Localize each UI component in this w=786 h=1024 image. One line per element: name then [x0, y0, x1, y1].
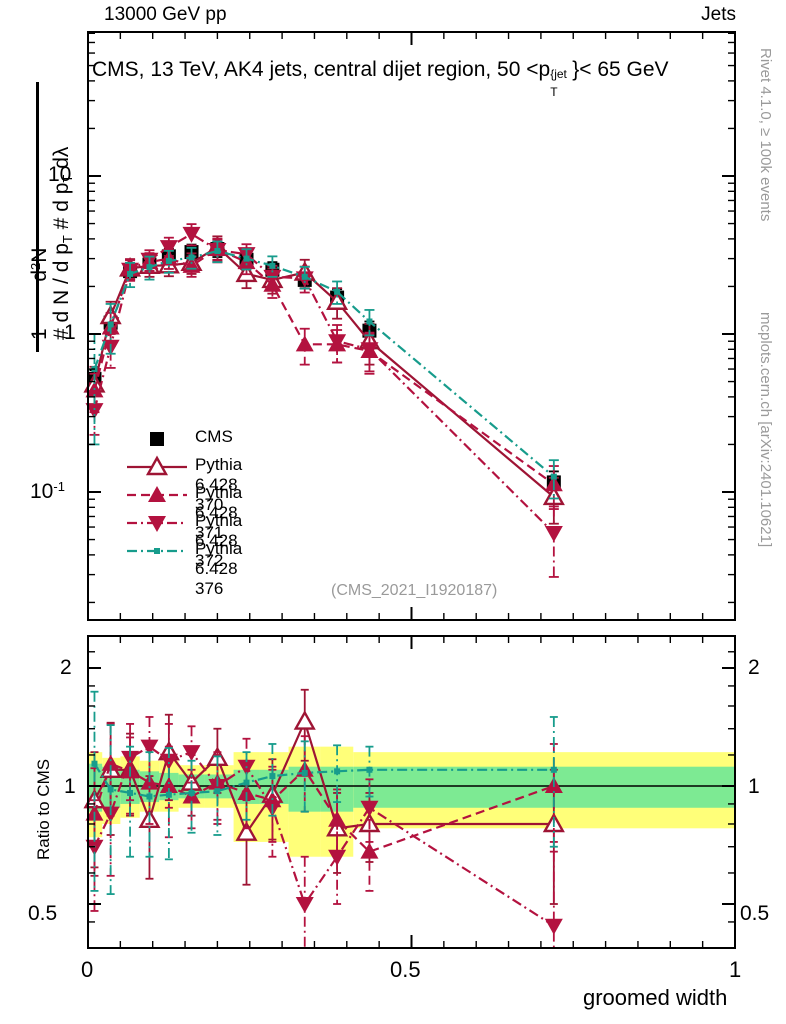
- data-point: [107, 321, 114, 328]
- data-point: [360, 342, 379, 359]
- data-point: [334, 288, 341, 295]
- plot-title-tail: }< 65 GeV: [572, 58, 669, 81]
- ratio-data-point: [366, 766, 373, 773]
- legend-marker-3: [148, 516, 166, 532]
- ratio-data-point: [159, 753, 178, 770]
- analysis-id-watermark: (CMS_2021_I1920187): [331, 582, 498, 599]
- ratio-data-point: [243, 779, 250, 786]
- x-tick-label-0p5: 0.5: [390, 957, 421, 982]
- data-point: [301, 273, 308, 280]
- series-line: [93, 247, 555, 486]
- ratio-data-point: [235, 821, 258, 841]
- ratio-tick-label-2-right: 2: [748, 656, 760, 679]
- plot-title-sup: {jet: [550, 67, 567, 81]
- y-tick-label-1: 1: [64, 321, 76, 344]
- plot-title: CMS, 13 TeV, AK4 jets, central dijet reg…: [92, 58, 669, 99]
- ratio-series-pythia-6-428-376: [90, 690, 558, 895]
- ratio-tick-label-2-left: 2: [60, 656, 72, 679]
- ratio-data-point: [301, 769, 308, 776]
- data-point: [366, 318, 373, 325]
- legend-label-0: CMS: [195, 427, 233, 446]
- legend-label-1: Pythia 6.428 370: [195, 455, 243, 514]
- ratio-tick-label-1-right: 1: [748, 775, 760, 798]
- header-right: Jets: [701, 4, 736, 25]
- y-axis-label-main: # d N / d pT # d pT dλ 1 d2N: [6, 40, 75, 370]
- ratio-data-point: [334, 768, 341, 775]
- ratio-data-point: [107, 786, 114, 793]
- ratio-data-point: [140, 739, 159, 756]
- y-label-fraction-bar: [36, 82, 39, 352]
- legend-marker-1: [145, 455, 169, 476]
- legend-marker-2: [148, 486, 166, 502]
- ratio-data-point: [293, 710, 316, 730]
- ratio-data-point: [101, 754, 120, 771]
- ratio-tick-label-0p5-right: 0.5: [740, 902, 770, 925]
- ratio-data-point: [214, 788, 221, 795]
- ratio-data-point: [269, 773, 276, 780]
- ratio-data-point: [360, 842, 379, 859]
- ratio-data-point: [127, 789, 134, 796]
- ratio-data-point: [208, 779, 227, 795]
- y-tick-label-10: 10: [48, 163, 72, 186]
- data-point: [188, 254, 195, 261]
- y-tick-label-0p1-exp: -1: [53, 479, 65, 494]
- ratio-data-point: [91, 760, 98, 767]
- ratio-data-point: [550, 766, 557, 773]
- ratio-data-point: [237, 783, 256, 800]
- data-point: [295, 335, 314, 352]
- header-left: 13000 GeV pp: [104, 4, 227, 25]
- data-point: [544, 526, 563, 543]
- x-axis-label: groomed width: [583, 985, 728, 1010]
- data-point: [328, 334, 347, 351]
- plot-title-sub: T: [550, 85, 558, 99]
- axis-ticks: [87, 32, 736, 948]
- ratio-data-point: [182, 745, 201, 762]
- ratio-data-point: [165, 791, 172, 798]
- ratio-data-point: [295, 897, 314, 914]
- y-tick-label-0p1-base: 10: [30, 480, 54, 503]
- data-point: [85, 403, 104, 420]
- x-tick-label-0: 0: [81, 957, 94, 982]
- ratio-data-point: [146, 793, 153, 800]
- series-pythia-6-428-370: [83, 235, 565, 525]
- y-tick-label-0p1: 10-1: [30, 479, 65, 504]
- ratio-tick-label-0p5-left: 0.5: [28, 902, 58, 925]
- data-point: [146, 264, 153, 271]
- legend-glyphs: [127, 432, 187, 554]
- series-pythia-6-428-376: [89, 240, 559, 500]
- ratio-data-point: [121, 750, 140, 767]
- legend-label-3: Pythia 6.428 372: [195, 511, 243, 570]
- main-panel-frame: [87, 31, 736, 621]
- series-line: [93, 232, 555, 534]
- ratio-data-point: [360, 800, 379, 817]
- data-point: [165, 257, 172, 264]
- band-green-12: [411, 766, 735, 808]
- x-tick-label-1: 1: [729, 957, 742, 982]
- legend-label-4: Pythia 6.428 376: [195, 539, 243, 598]
- series-line: [93, 245, 555, 498]
- data-point: [159, 240, 178, 257]
- data-point: [127, 270, 134, 277]
- ratio-data-point: [328, 849, 347, 866]
- legend-label-2: Pythia 6.428 371: [195, 483, 243, 542]
- plot-title-main: CMS, 13 TeV, AK4 jets, central dijet reg…: [92, 58, 551, 81]
- ratio-data-point: [544, 918, 563, 935]
- data-point: [269, 262, 276, 269]
- ratio-data-point: [188, 789, 195, 796]
- data-point: [214, 248, 221, 255]
- legend-marker-4: [154, 548, 160, 554]
- data-point: [243, 255, 250, 262]
- data-point: [263, 269, 282, 286]
- ratio-data-point: [328, 810, 347, 827]
- ratio-tick-label-1-left: 1: [64, 775, 76, 798]
- legend-marker-cms: [150, 432, 164, 446]
- series-cms: [87, 240, 561, 497]
- ratio-data-point: [85, 839, 104, 856]
- data-point: [182, 226, 201, 243]
- data-point: [550, 473, 557, 480]
